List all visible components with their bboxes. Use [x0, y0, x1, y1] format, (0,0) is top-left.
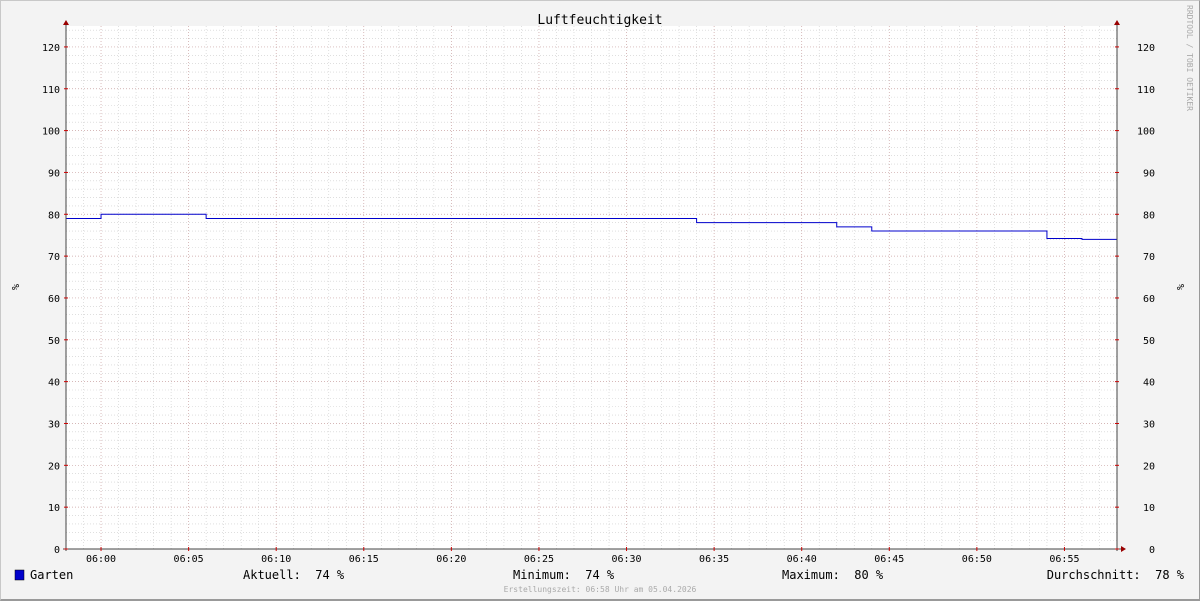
legend-average: Durchschnitt: 78 %: [1047, 568, 1185, 582]
y-tick-label: 10: [48, 503, 60, 514]
x-tick-label: 06:50: [962, 554, 992, 565]
x-tick-label: 06:35: [699, 554, 729, 565]
x-tick-label: 06:40: [787, 554, 817, 565]
y2-tick-label: 110: [1137, 85, 1155, 96]
y-tick-label: 60: [48, 294, 60, 305]
chart-title: Luftfeuchtigkeit: [537, 13, 662, 28]
tick-labels: 0 0 10 10 20 20 30 30 40 40 50 50 60 60 70 70 80 80 90 90 10…: [42, 43, 1155, 565]
y-tick-label: 100: [42, 127, 60, 138]
x-axis-arrow: [1121, 546, 1126, 552]
y-axis-arrow: [63, 20, 69, 25]
y-tick-label: 90: [48, 168, 60, 179]
y2-tick-label: 30: [1143, 419, 1155, 430]
y-tick-label: 50: [48, 336, 60, 347]
x-tick-label: 06:10: [261, 554, 291, 565]
series-garten: [66, 213, 1117, 240]
grid: [66, 26, 1117, 549]
y2-tick-label: 120: [1137, 43, 1155, 54]
legend-swatch-garten: [14, 569, 25, 581]
y2-tick-label: 20: [1143, 461, 1155, 472]
y-tick-label: 30: [48, 419, 60, 430]
x-tick-label: 06:15: [349, 554, 379, 565]
y-tick-label: 0: [54, 545, 60, 556]
axes: [63, 20, 1126, 552]
x-tick-label: 06:55: [1049, 554, 1079, 565]
x-tick-label: 06:30: [611, 554, 641, 565]
x-tick-label: 06:20: [436, 554, 466, 565]
y2-tick-label: 70: [1143, 252, 1155, 263]
y2-axis-label: %: [1174, 284, 1185, 290]
y2-axis-arrow: [1114, 20, 1120, 25]
x-tick-label: 06:00: [86, 554, 116, 565]
y-tick-label: 40: [48, 378, 60, 389]
x-tick-label: 06:05: [174, 554, 204, 565]
y-tick-label: 80: [48, 210, 60, 221]
y2-tick-label: 10: [1143, 503, 1155, 514]
y2-tick-label: 100: [1137, 127, 1155, 138]
y2-tick-label: 60: [1143, 294, 1155, 305]
series-line: [66, 213, 1117, 240]
legend-maximum: Maximum: 80 %: [782, 568, 884, 582]
y2-tick-label: 40: [1143, 378, 1155, 389]
y2-tick-label: 50: [1143, 336, 1155, 347]
y-tick-label: 120: [42, 43, 60, 54]
y2-tick-label: 90: [1143, 168, 1155, 179]
y-axis-label: %: [9, 284, 20, 290]
watermark: RRDTOOL / TOBI OETIKER: [1185, 5, 1194, 111]
legend-series-name: Garten: [30, 568, 73, 582]
y-tick-label: 70: [48, 252, 60, 263]
legend-current: Aktuell: 74 %: [243, 568, 345, 582]
x-tick-label: 06:25: [524, 554, 554, 565]
legend-minimum: Minimum: 74 %: [513, 568, 615, 582]
footer-timestamp: Erstellungszeit: 06:58 Uhr am 05.04.2026: [504, 585, 697, 594]
y2-tick-label: 80: [1143, 210, 1155, 221]
y2-tick-label: 0: [1149, 545, 1155, 556]
x-tick-label: 06:45: [874, 554, 904, 565]
y-tick-label: 20: [48, 461, 60, 472]
y-tick-label: 110: [42, 85, 60, 96]
